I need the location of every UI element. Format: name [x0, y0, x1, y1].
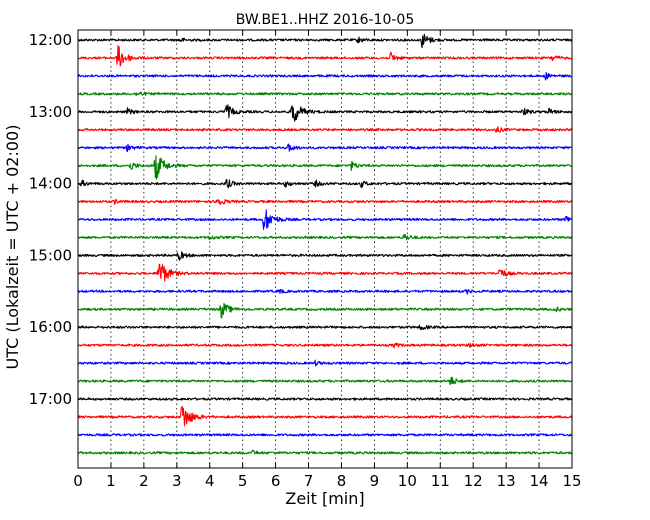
- seismic-trace: [77, 126, 573, 133]
- seismic-trace: [77, 198, 573, 205]
- seismic-trace: [77, 397, 573, 401]
- x-tick-label: 3: [172, 472, 182, 490]
- seismic-trace: [77, 251, 573, 261]
- x-tick-label: 9: [370, 472, 380, 490]
- seismic-trace: [77, 45, 573, 67]
- plot-area: [78, 30, 572, 468]
- traces: [77, 33, 573, 455]
- grid: [110, 30, 540, 468]
- y-tick-label: 14:00: [29, 175, 72, 193]
- seismic-trace: [77, 433, 573, 437]
- x-tick-label: 13: [497, 472, 516, 490]
- seismic-trace: [77, 324, 573, 331]
- x-tick-label: 1: [106, 472, 116, 490]
- ticks: 0 1 2 3 4 5 6 7 8 9 10 11 12 13 14 1512:0013:0014:0015:…: [29, 30, 582, 490]
- seismic-trace: [77, 263, 573, 282]
- x-axis-label: Zeit [min]: [285, 489, 364, 508]
- y-axis-label: UTC (Lokalzeit = UTC + 02:00): [3, 125, 22, 370]
- seismic-trace: [77, 209, 573, 230]
- x-tick-label: 14: [530, 472, 549, 490]
- seismic-trace: [77, 104, 573, 122]
- x-tick-label: 11: [431, 472, 450, 490]
- y-tick-label: 13:00: [29, 103, 72, 121]
- seismic-trace: [77, 33, 573, 49]
- x-tick-label: 5: [238, 472, 248, 490]
- x-tick-label: 2: [139, 472, 149, 490]
- x-tick-label: 8: [337, 472, 347, 490]
- x-tick-label: 6: [271, 472, 281, 490]
- seismic-trace: [77, 91, 573, 97]
- y-tick-label: 16:00: [29, 318, 72, 336]
- seismic-trace: [77, 359, 573, 367]
- plot-border: [77, 29, 573, 469]
- seismic-trace: [77, 155, 573, 180]
- seismic-trace: [77, 405, 573, 427]
- x-tick-label: 15: [562, 472, 581, 490]
- x-tick-label: 12: [464, 472, 483, 490]
- seismic-trace: [77, 449, 573, 455]
- seismic-trace: [77, 178, 573, 189]
- y-tick-label: 15:00: [29, 246, 72, 264]
- seismic-trace: [77, 143, 573, 153]
- seismic-trace: [77, 342, 573, 349]
- chart-title: BW.BE1..HHZ 2016-10-05: [236, 12, 415, 28]
- seismic-trace: [77, 376, 573, 386]
- x-tick-label: 0: [73, 472, 83, 490]
- seismic-trace: [77, 302, 573, 319]
- x-tick-label: 7: [304, 472, 314, 490]
- seismic-trace: [77, 233, 573, 241]
- x-tick-label: 4: [205, 472, 215, 490]
- seismic-trace: [77, 288, 573, 295]
- seismic-trace: [77, 72, 573, 81]
- x-tick-label: 10: [398, 472, 417, 490]
- y-tick-label: 12:00: [29, 31, 72, 49]
- y-tick-label: 17:00: [29, 390, 72, 408]
